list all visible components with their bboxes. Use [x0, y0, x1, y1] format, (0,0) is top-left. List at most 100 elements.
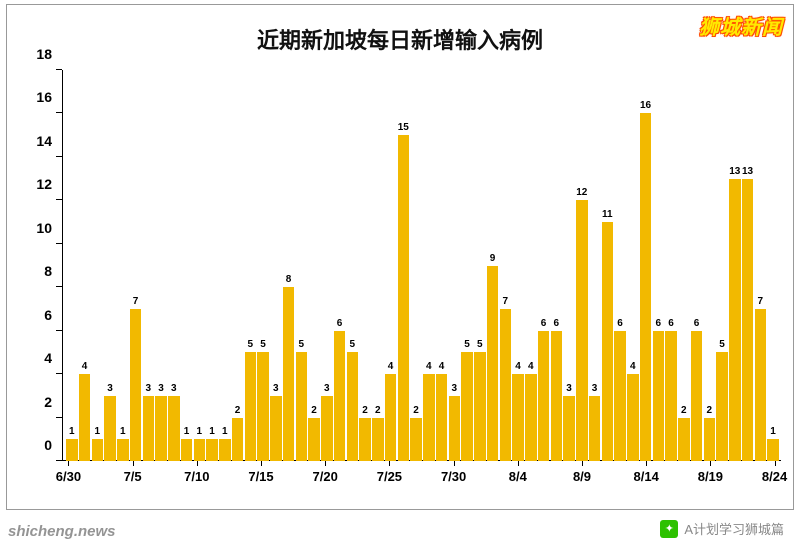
bar: 5	[474, 70, 486, 461]
bar: 13	[729, 70, 741, 461]
bar: 4	[525, 70, 537, 461]
bar-rect	[487, 266, 499, 462]
bar: 12	[576, 70, 588, 461]
y-tick	[56, 330, 62, 331]
bar: 1	[66, 70, 78, 461]
bar-rect	[576, 200, 588, 461]
bar-rect	[410, 418, 422, 461]
y-tick	[56, 69, 62, 70]
x-tick-label: 7/20	[313, 469, 338, 484]
bar-value-label: 5	[350, 340, 356, 350]
bar-value-label: 13	[729, 167, 740, 177]
bar-rect	[729, 179, 741, 461]
bar-value-label: 3	[158, 384, 164, 394]
bar-value-label: 4	[528, 362, 534, 372]
bar-rect	[704, 418, 716, 461]
wechat-watermark: ✦ A计划学习狮城篇	[660, 519, 784, 538]
x-tick-label: 7/10	[184, 469, 209, 484]
y-tick-label: 16	[36, 89, 52, 105]
wechat-icon: ✦	[660, 520, 678, 538]
bar-rect	[436, 374, 448, 461]
bar-rect	[589, 396, 601, 461]
x-tick	[582, 461, 583, 466]
bar-value-label: 6	[656, 319, 662, 329]
bar-value-label: 6	[541, 319, 547, 329]
bar: 6	[614, 70, 626, 461]
bar-value-label: 2	[362, 406, 368, 416]
bar: 15	[398, 70, 410, 461]
bar: 5	[716, 70, 728, 461]
bar-value-label: 13	[742, 167, 753, 177]
bar-value-label: 5	[719, 340, 725, 350]
bar-rect	[538, 331, 550, 461]
bar-value-label: 3	[273, 384, 279, 394]
bar-value-label: 6	[337, 319, 343, 329]
bar: 1	[181, 70, 193, 461]
bar-value-label: 1	[184, 427, 190, 437]
brand-watermark: 狮城新闻	[699, 11, 783, 40]
bar-value-label: 1	[222, 427, 228, 437]
bar-value-label: 4	[515, 362, 521, 372]
bar-value-label: 5	[464, 340, 470, 350]
bar-value-label: 4	[388, 362, 394, 372]
bar-value-label: 4	[82, 362, 88, 372]
bar-value-label: 2	[413, 406, 419, 416]
bar: 1	[92, 70, 104, 461]
wechat-label: A计划学习狮城篇	[684, 519, 784, 538]
bar-rect	[104, 396, 116, 461]
bar: 1	[767, 70, 779, 461]
bar-rect	[474, 352, 486, 461]
bar: 1	[117, 70, 129, 461]
y-tick	[56, 460, 62, 461]
bar-rect	[130, 309, 142, 461]
bar: 4	[512, 70, 524, 461]
bar-value-label: 5	[299, 340, 305, 350]
x-tick	[389, 461, 390, 466]
bar-rect	[551, 331, 563, 461]
bar-value-label: 4	[439, 362, 445, 372]
bar: 4	[79, 70, 91, 461]
bar: 4	[385, 70, 397, 461]
y-tick-label: 4	[44, 350, 52, 366]
y-tick-label: 8	[44, 263, 52, 279]
bar-value-label: 3	[592, 384, 598, 394]
bar: 2	[372, 70, 384, 461]
x-tick-label: 7/5	[124, 469, 142, 484]
y-tick	[56, 112, 62, 113]
bar: 11	[602, 70, 614, 461]
bar-value-label: 7	[503, 297, 509, 307]
bar-rect	[334, 331, 346, 461]
bar-value-label: 6	[668, 319, 674, 329]
bar-rect	[245, 352, 257, 461]
source-watermark: shicheng.news	[8, 523, 116, 540]
bar-rect	[525, 374, 537, 461]
bar-rect	[155, 396, 167, 461]
x-tick	[261, 461, 262, 466]
y-tick-label: 14	[36, 133, 52, 149]
bar-rect	[627, 374, 639, 461]
bar-value-label: 3	[452, 384, 458, 394]
bar: 5	[257, 70, 269, 461]
bar-rect	[563, 396, 575, 461]
bar: 2	[359, 70, 371, 461]
x-tick	[454, 461, 455, 466]
bar-value-label: 6	[694, 319, 700, 329]
bar-rect	[92, 439, 104, 461]
y-tick-label: 10	[36, 220, 52, 236]
bar-value-label: 5	[248, 340, 254, 350]
bar: 7	[500, 70, 512, 461]
bar: 6	[691, 70, 703, 461]
bar-value-label: 5	[477, 340, 483, 350]
plot-area: 1413173331111255385236522415244355974466…	[62, 70, 781, 461]
bar: 2	[410, 70, 422, 461]
bar: 6	[334, 70, 346, 461]
bar: 4	[436, 70, 448, 461]
bar-rect	[398, 135, 410, 461]
bar-value-label: 3	[324, 384, 330, 394]
bar-value-label: 1	[197, 427, 203, 437]
bar: 6	[551, 70, 563, 461]
bar-rect	[168, 396, 180, 461]
y-tick-label: 6	[44, 307, 52, 323]
bar-rect	[767, 439, 779, 461]
bars-group: 1413173331111255385236522415244355974466…	[62, 70, 781, 461]
